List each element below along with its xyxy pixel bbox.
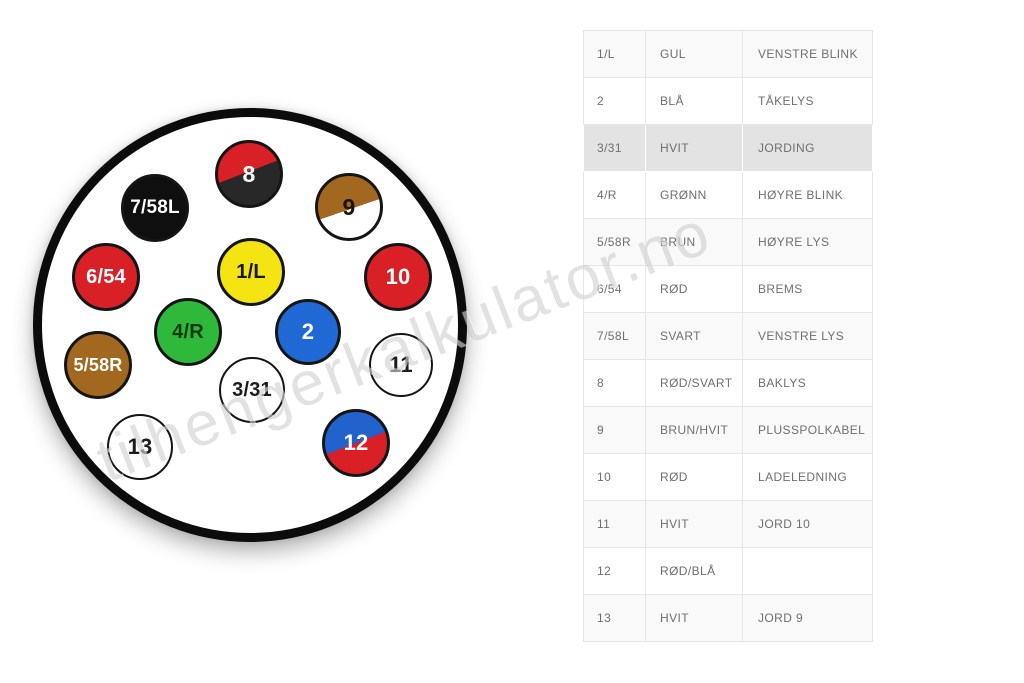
cell-function: JORD 9 <box>742 594 873 642</box>
cell-pin: 7/58L <box>583 312 646 360</box>
pin-1-l: 1/L <box>217 238 285 306</box>
pin-11: 11 <box>369 333 433 397</box>
cell-pin: 6/54 <box>583 265 646 313</box>
cell-function: VENSTRE BLINK <box>742 30 873 78</box>
table-row[interactable]: 7/58L SVART VENSTRE LYS <box>583 312 873 360</box>
table-row[interactable]: 12 RØD/BLÅ <box>583 547 873 595</box>
pin-4-r: 4/R <box>154 298 222 366</box>
cell-color: RØD <box>645 453 743 501</box>
cell-function: BREMS <box>742 265 873 313</box>
cell-function: TÅKELYS <box>742 77 873 125</box>
cell-function: PLUSSPOLKABEL <box>742 406 873 454</box>
table-row[interactable]: 13 HVIT JORD 9 <box>583 594 873 642</box>
cell-pin: 9 <box>583 406 646 454</box>
pin-13: 13 <box>107 414 173 480</box>
pin-7-58l-label: 7/58L <box>130 197 180 218</box>
table-row[interactable]: 8 RØD/SVART BAKLYS <box>583 359 873 407</box>
pin-3-31-label: 3/31 <box>232 378 272 401</box>
table-row[interactable]: 1/L GUL VENSTRE BLINK <box>583 30 873 78</box>
cell-function: HØYRE LYS <box>742 218 873 266</box>
table-row[interactable]: 4/R GRØNN HØYRE BLINK <box>583 171 873 219</box>
pin-2-label: 2 <box>301 319 315 344</box>
cell-pin: 1/L <box>583 30 646 78</box>
cell-color: GRØNN <box>645 171 743 219</box>
cell-color: RØD/BLÅ <box>645 547 743 595</box>
table-row[interactable]: 9 BRUN/HVIT PLUSSPOLKABEL <box>583 406 873 454</box>
cell-pin: 13 <box>583 594 646 642</box>
pin-1-l-label: 1/L <box>236 260 266 283</box>
table-row[interactable]: 10 RØD LADELEDNING <box>583 453 873 501</box>
cell-pin: 8 <box>583 359 646 407</box>
cell-color: BRUN <box>645 218 743 266</box>
pin-5-58r: 5/58R <box>64 331 132 399</box>
cell-pin: 5/58R <box>583 218 646 266</box>
table-row[interactable]: 11 HVIT JORD 10 <box>583 500 873 548</box>
cell-pin: 10 <box>583 453 646 501</box>
pin-10-label: 10 <box>385 264 411 289</box>
cell-color: BRUN/HVIT <box>645 406 743 454</box>
pin-8: 8 <box>215 140 283 208</box>
pin-6-54-label: 6/54 <box>86 265 126 288</box>
table-row-highlighted[interactable]: 3/31 HVIT JORDING <box>583 124 873 172</box>
cell-function: JORD 10 <box>742 500 873 548</box>
pin-9-label: 9 <box>342 193 356 220</box>
cell-pin: 12 <box>583 547 646 595</box>
cell-pin: 2 <box>583 77 646 125</box>
pin-11-label: 11 <box>389 352 413 377</box>
pin-6-54: 6/54 <box>72 243 140 311</box>
cell-function: LADELEDNING <box>742 453 873 501</box>
table-row[interactable]: 2 BLÅ TÅKELYS <box>583 77 873 125</box>
pin-13-label: 13 <box>127 434 153 459</box>
pin-3-31: 3/31 <box>219 357 285 423</box>
pin-10: 10 <box>364 243 432 311</box>
cell-pin: 3/31 <box>583 124 646 172</box>
cell-function: BAKLYS <box>742 359 873 407</box>
cell-pin: 4/R <box>583 171 646 219</box>
cell-color: HVIT <box>645 124 743 172</box>
cell-color: HVIT <box>645 500 743 548</box>
pin-9: 9 <box>315 173 383 241</box>
cell-color: SVART <box>645 312 743 360</box>
cell-pin: 11 <box>583 500 646 548</box>
cell-function: VENSTRE LYS <box>742 312 873 360</box>
pinout-table: 1/L GUL VENSTRE BLINK 2 BLÅ TÅKELYS 3/31 HVIT… <box>583 30 873 642</box>
pin-12-label: 12 <box>343 430 369 455</box>
cell-color: BLÅ <box>645 77 743 125</box>
pin-12: 12 <box>322 409 390 477</box>
cell-color: RØD/SVART <box>645 359 743 407</box>
pin-4-r-label: 4/R <box>172 320 204 343</box>
table-row[interactable]: 5/58R BRUN HØYRE LYS <box>583 218 873 266</box>
table-row[interactable]: 6/54 RØD BREMS <box>583 265 873 313</box>
cell-color: GUL <box>645 30 743 78</box>
pin-2: 2 <box>275 299 341 365</box>
pin-7-58l: 7/58L <box>121 174 189 242</box>
cell-function <box>742 547 873 595</box>
cell-function: HØYRE BLINK <box>742 171 873 219</box>
pin-5-58r-label: 5/58R <box>73 354 123 375</box>
cell-function: JORDING <box>742 124 873 172</box>
cell-color: RØD <box>645 265 743 313</box>
cell-color: HVIT <box>645 594 743 642</box>
pin-8-label: 8 <box>242 160 256 187</box>
